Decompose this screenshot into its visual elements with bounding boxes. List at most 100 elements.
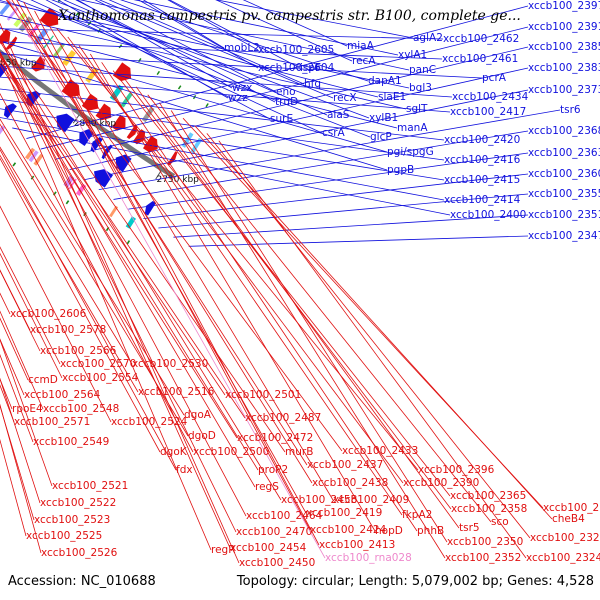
reverse-gene-label[interactable]: xccb100_2516 bbox=[138, 386, 215, 398]
forward-gene-label[interactable]: truD bbox=[275, 96, 298, 108]
forward-gene-label[interactable]: xccb100_2414 bbox=[444, 194, 521, 206]
reverse-gene-label[interactable]: xccb100_2324 bbox=[526, 552, 600, 564]
reverse-gene-label[interactable]: xccb100_2458 bbox=[281, 494, 357, 506]
reverse-gene-label[interactable]: phhB bbox=[417, 525, 444, 537]
forward-gene-label[interactable]: aglA2 bbox=[413, 32, 443, 44]
reverse-gene-label[interactable]: dgoK bbox=[160, 446, 188, 458]
reverse-gene-label[interactable]: rpoE4 bbox=[12, 403, 43, 415]
forward-gene-label[interactable]: eno bbox=[276, 86, 296, 98]
reverse-gene-label[interactable]: sco bbox=[491, 516, 509, 528]
reverse-gene-label[interactable]: tsr5 bbox=[459, 522, 480, 534]
forward-gene-label[interactable]: manA bbox=[397, 122, 428, 134]
forward-gene-label[interactable]: wzz bbox=[228, 92, 248, 104]
reverse-gene-label[interactable]: xccb100_2521 bbox=[52, 480, 128, 492]
reverse-gene-label[interactable]: cheB4 bbox=[552, 513, 585, 525]
forward-gene-label[interactable]: glcP bbox=[370, 131, 392, 143]
reverse-gene-label[interactable]: xccb100_2526 bbox=[41, 547, 118, 559]
forward-gene-label[interactable]: mobL2 bbox=[224, 42, 260, 54]
forward-gene-label[interactable]: xccb100_2355 bbox=[528, 188, 600, 200]
forward-gene-label[interactable]: bgl3 bbox=[409, 82, 432, 94]
forward-gene-label[interactable]: xccb100_2347 bbox=[528, 230, 600, 242]
reverse-gene-label[interactable]: xccb100_2413 bbox=[319, 539, 395, 551]
forward-gene-label[interactable]: pgi/spgG bbox=[387, 146, 434, 158]
reverse-gene-label[interactable]: xccb100_2438 bbox=[312, 477, 388, 489]
reverse-gene-label[interactable]: xccb100_2530 bbox=[132, 358, 208, 370]
forward-gene-label[interactable]: miaA bbox=[347, 40, 375, 52]
reverse-gene-label[interactable]: xccb100_2523 bbox=[34, 514, 110, 526]
forward-gene-label[interactable]: recX bbox=[333, 92, 357, 104]
reverse-gene-label[interactable]: xccb100_2322 bbox=[530, 532, 600, 544]
rna-gene-label[interactable]: xccb100_rna028 bbox=[325, 552, 412, 564]
forward-gene-label[interactable]: xccb100_2420 bbox=[444, 134, 520, 146]
forward-gene-label[interactable]: xylB1 bbox=[369, 112, 398, 124]
reverse-gene-label[interactable]: xccb100_2470 bbox=[236, 526, 312, 538]
reverse-gene-label[interactable]: xccb100_2396 bbox=[418, 464, 495, 476]
reverse-gene-label[interactable]: regR bbox=[211, 544, 236, 556]
reverse-gene-label[interactable]: xccb100_2472 bbox=[237, 432, 313, 444]
reverse-gene-label[interactable]: ccmD bbox=[28, 374, 58, 386]
forward-gene-label[interactable]: xccb100_2397 bbox=[528, 0, 600, 12]
forward-gene-label[interactable]: dapA1 bbox=[368, 75, 402, 87]
reverse-gene-label[interactable]: xccb100_2365 bbox=[450, 490, 526, 502]
reverse-gene-label[interactable]: xccb100_2500 bbox=[193, 446, 269, 458]
reverse-gene-label[interactable]: xccb100_2524 bbox=[111, 416, 188, 428]
reverse-gene-label[interactable]: xccb100_2522 bbox=[40, 497, 116, 509]
forward-gene-label[interactable]: tsr6 bbox=[560, 104, 581, 116]
reverse-gene-label[interactable]: xccb100_2501 bbox=[225, 389, 301, 401]
forward-gene-label[interactable]: xccb100_2417 bbox=[450, 106, 526, 118]
forward-gene-label[interactable]: xccb100_2604 bbox=[258, 62, 335, 74]
reverse-gene-label[interactable]: xccb100_2437 bbox=[307, 459, 383, 471]
forward-gene-label[interactable]: xccb100_2391 bbox=[528, 21, 600, 33]
reverse-gene-label[interactable]: xccb100_2571 bbox=[14, 416, 90, 428]
reverse-gene-label[interactable]: proP2 bbox=[258, 464, 288, 476]
reverse-gene-label[interactable]: dgoA bbox=[184, 409, 212, 421]
reverse-gene-label[interactable]: xccb100_2390 bbox=[403, 477, 479, 489]
forward-gene-label[interactable]: xccb100_2373 bbox=[528, 84, 600, 96]
reverse-gene-label[interactable]: dgoD bbox=[188, 430, 216, 442]
reverse-gene-label[interactable]: xccb100_2525 bbox=[26, 530, 102, 542]
reverse-gene-label[interactable]: xccb100_2570 bbox=[60, 358, 136, 370]
reverse-gene-label[interactable]: hopD bbox=[375, 525, 403, 537]
forward-gene-label[interactable]: xccb100_2416 bbox=[444, 154, 521, 166]
forward-gene-label[interactable]: xccb100_2383 bbox=[528, 62, 600, 74]
reverse-gene-label[interactable]: xccb100_2548 bbox=[43, 403, 119, 415]
forward-gene-label[interactable]: xccb100_2360 bbox=[528, 168, 600, 180]
reverse-gene-label[interactable]: xccb100_2454 bbox=[230, 542, 307, 554]
reverse-gene-label[interactable]: xccb100_2578 bbox=[30, 324, 106, 336]
forward-gene-label[interactable]: xccb100_2385 bbox=[528, 41, 600, 53]
forward-gene-label[interactable]: panC bbox=[409, 64, 436, 76]
reverse-gene-label[interactable]: fdx bbox=[176, 464, 193, 476]
forward-gene-label[interactable]: csrA bbox=[322, 127, 346, 139]
forward-gene-label[interactable]: xccb100_2363 bbox=[528, 147, 600, 159]
reverse-gene-label[interactable]: murB bbox=[285, 446, 313, 458]
forward-gene-label[interactable]: xccb100_2400 bbox=[450, 209, 526, 221]
forward-gene-label[interactable]: alaS bbox=[327, 109, 350, 121]
reverse-gene-label[interactable]: xccb100_2549 bbox=[33, 436, 109, 448]
forward-gene-label[interactable]: recA bbox=[352, 55, 376, 67]
forward-gene-label[interactable]: xccb100_2368 bbox=[528, 125, 600, 137]
reverse-gene-label[interactable]: xccb100_2433 bbox=[342, 445, 418, 457]
reverse-gene-label[interactable]: xccb100_2352 bbox=[445, 552, 521, 564]
forward-gene-label[interactable]: pgpB bbox=[387, 164, 414, 176]
forward-gene-label[interactable]: xccb100_2605 bbox=[258, 44, 334, 56]
forward-gene-label[interactable]: xccb100_2434 bbox=[452, 91, 529, 103]
reverse-gene-label[interactable]: xccb100_2566 bbox=[40, 345, 117, 357]
reverse-gene-label[interactable]: xccb100_2325 bbox=[543, 502, 600, 514]
reverse-gene-label[interactable]: regS bbox=[255, 481, 279, 493]
reverse-gene-label[interactable]: xccb100_2464 bbox=[246, 510, 323, 522]
reverse-gene-label[interactable]: xccb100_2419 bbox=[306, 507, 382, 519]
reverse-gene-label[interactable]: xccb100_2350 bbox=[447, 536, 523, 548]
reverse-gene-label[interactable]: fkpA2 bbox=[402, 509, 432, 521]
forward-gene-label[interactable]: wzx bbox=[232, 82, 252, 94]
reverse-gene-label[interactable]: xccb100_2564 bbox=[24, 389, 101, 401]
reverse-gene-label[interactable]: xccb100_2424 bbox=[310, 524, 387, 536]
reverse-gene-label[interactable]: xccb100_2487 bbox=[245, 412, 321, 424]
forward-gene-label[interactable]: sglT bbox=[406, 103, 428, 115]
forward-gene-label[interactable]: xccb100_2415 bbox=[444, 174, 520, 186]
reverse-gene-label[interactable]: xccb100_2450 bbox=[239, 557, 315, 569]
forward-gene-label[interactable]: surE bbox=[270, 113, 293, 125]
reverse-gene-label[interactable]: xccb100_2554 bbox=[62, 372, 139, 384]
forward-gene-label[interactable]: xylA1 bbox=[398, 49, 427, 61]
forward-gene-label[interactable]: hfq bbox=[304, 78, 321, 90]
